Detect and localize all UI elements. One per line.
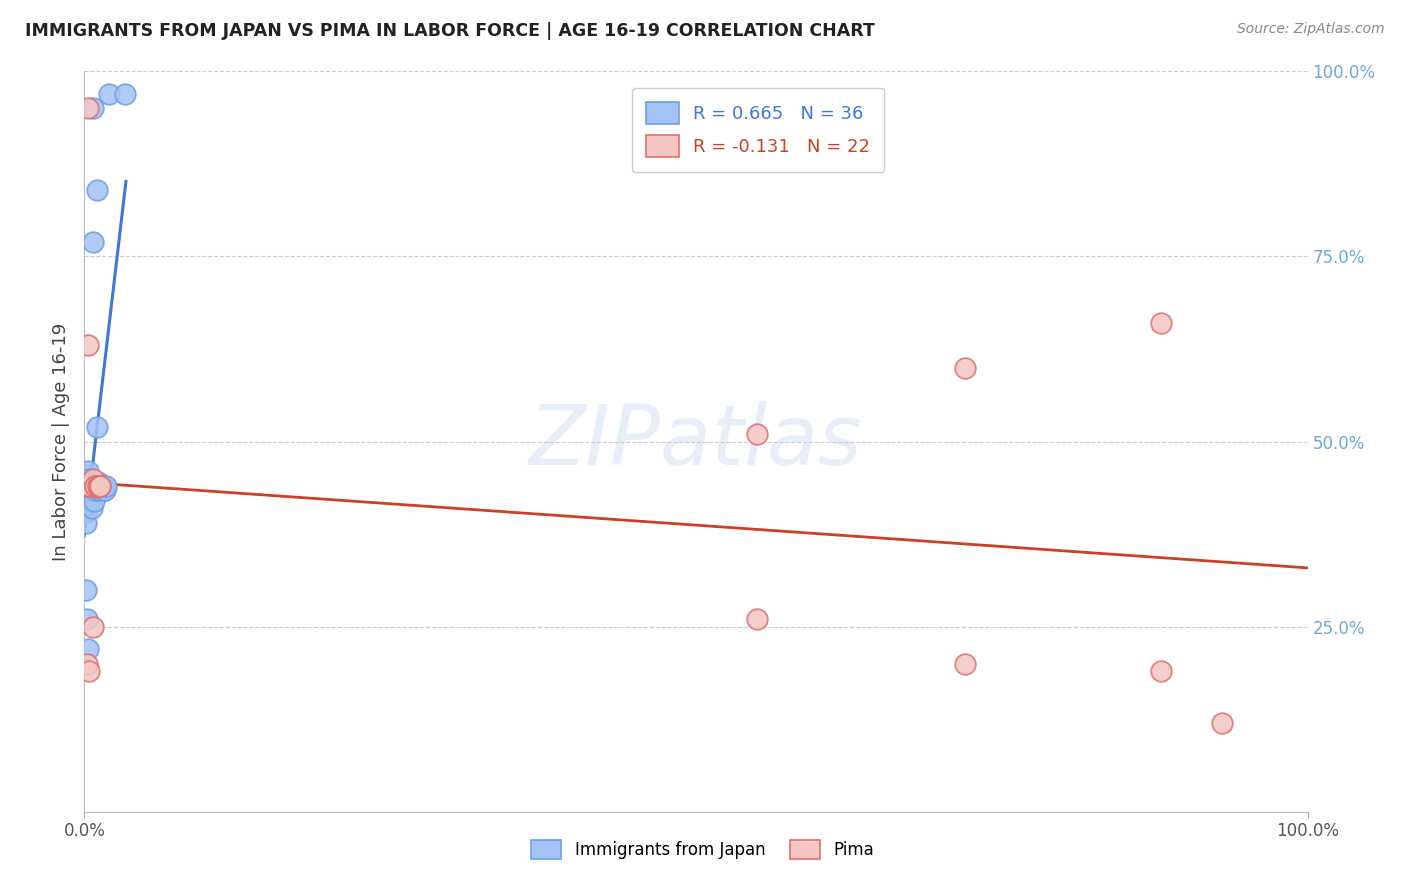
- Point: [76, 467, 98, 482]
- Point: [82, 471, 104, 485]
- Point: [82, 483, 104, 497]
- Point: [75, 479, 97, 493]
- Point: [77, 664, 100, 678]
- Point: [79, 493, 101, 508]
- Point: [75, 505, 97, 519]
- Point: [84, 479, 107, 493]
- Point: [79, 479, 101, 493]
- Point: [89, 479, 111, 493]
- Point: [84, 475, 107, 490]
- Point: [93, 483, 115, 497]
- Point: [87, 479, 110, 493]
- Point: [75, 582, 97, 597]
- Point: [80, 475, 103, 490]
- Point: [76, 498, 98, 512]
- Point: [97, 87, 120, 101]
- Point: [76, 657, 98, 671]
- Point: [76, 486, 98, 500]
- Point: [87, 475, 110, 490]
- Point: [77, 471, 100, 485]
- Legend: R = 0.665   N = 36, R = -0.131   N = 22: R = 0.665 N = 36, R = -0.131 N = 22: [631, 87, 884, 171]
- Point: [94, 483, 117, 497]
- Point: [77, 479, 100, 493]
- Point: [87, 479, 110, 493]
- Point: [84, 483, 107, 497]
- Point: [1150, 316, 1173, 330]
- Point: [747, 427, 769, 442]
- Text: Source: ZipAtlas.com: Source: ZipAtlas.com: [1237, 22, 1385, 37]
- Point: [82, 102, 104, 116]
- Y-axis label: In Labor Force | Age 16-19: In Labor Force | Age 16-19: [52, 322, 70, 561]
- Point: [82, 235, 104, 249]
- Point: [75, 516, 97, 530]
- Text: IMMIGRANTS FROM JAPAN VS PIMA IN LABOR FORCE | AGE 16-19 CORRELATION CHART: IMMIGRANTS FROM JAPAN VS PIMA IN LABOR F…: [25, 22, 875, 40]
- Legend: Immigrants from Japan, Pima: Immigrants from Japan, Pima: [524, 834, 882, 866]
- Point: [84, 479, 107, 493]
- Point: [1211, 715, 1233, 730]
- Point: [953, 657, 976, 671]
- Text: ZIPatlas: ZIPatlas: [529, 401, 863, 482]
- Point: [77, 102, 100, 116]
- Point: [77, 464, 100, 478]
- Point: [114, 87, 136, 101]
- Point: [80, 501, 103, 516]
- Point: [1150, 664, 1173, 678]
- Point: [86, 183, 108, 197]
- Point: [76, 612, 98, 626]
- Point: [77, 493, 100, 508]
- Point: [79, 479, 101, 493]
- Point: [86, 419, 108, 434]
- Point: [90, 483, 112, 497]
- Point: [75, 493, 97, 508]
- Point: [747, 612, 769, 626]
- Point: [77, 641, 100, 656]
- Point: [89, 479, 111, 493]
- Point: [82, 619, 104, 633]
- Point: [953, 360, 976, 375]
- Point: [77, 338, 100, 352]
- Point: [77, 483, 100, 497]
- Point: [79, 475, 101, 490]
- Point: [89, 479, 111, 493]
- Point: [87, 483, 110, 497]
- Point: [91, 479, 114, 493]
- Point: [83, 493, 105, 508]
- Point: [96, 479, 118, 493]
